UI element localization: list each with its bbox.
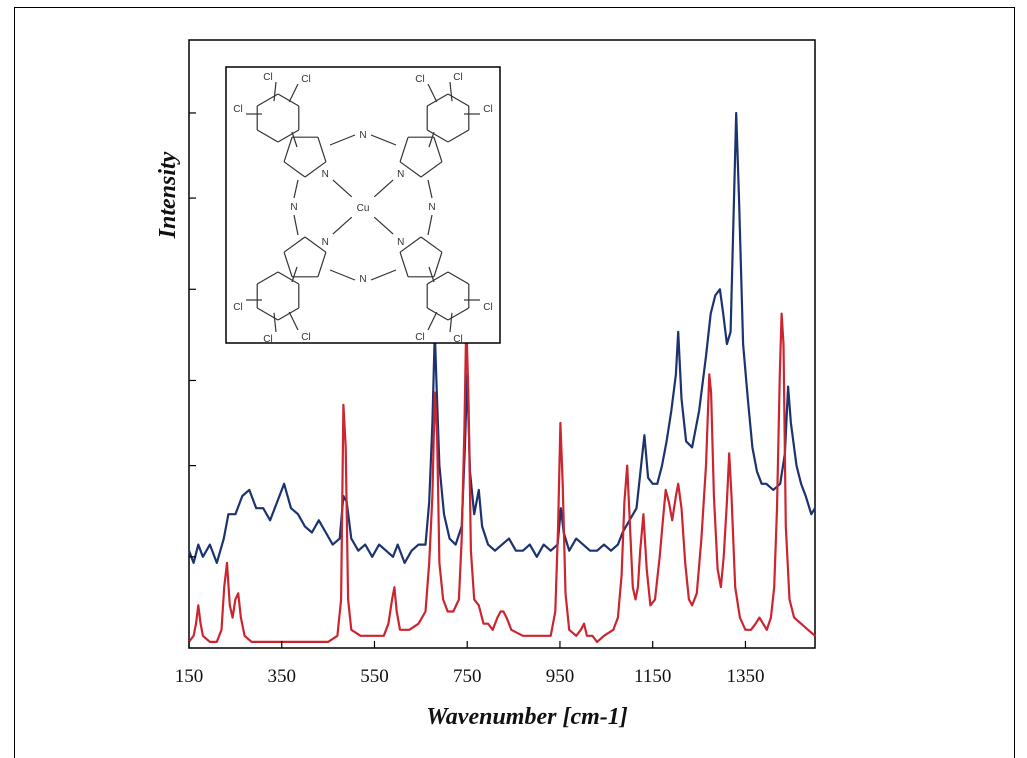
- pyrrole-bond: [420, 161, 443, 178]
- chlorine-4-1: Cl: [483, 302, 492, 313]
- benzene-bond: [426, 307, 449, 321]
- pyrrole-bond: [304, 236, 327, 253]
- pyrrole-bond: [283, 252, 293, 277]
- chlorine-3-1: Cl: [233, 302, 242, 313]
- pyrrole-bond: [283, 137, 293, 162]
- inset-border: [225, 66, 501, 344]
- plot-border: [188, 39, 816, 649]
- c-cl-bond: [449, 81, 453, 102]
- ring-fusion-bond: [291, 131, 298, 148]
- chlorine-4-2: Cl: [453, 334, 462, 345]
- plot-area: [188, 39, 816, 649]
- benzene-bond: [256, 271, 279, 285]
- bridge-bond: [329, 269, 356, 281]
- benzene-bond: [447, 271, 470, 285]
- bridge-nitrogen-top: N: [359, 130, 366, 141]
- cu-n-bond: [373, 179, 394, 198]
- benzene-bond: [277, 129, 300, 143]
- pyrrole-bond: [433, 137, 443, 162]
- pyrrole-bond: [420, 236, 443, 253]
- x-tick-label-550: 550: [360, 666, 389, 687]
- bridge-bond: [427, 214, 433, 236]
- bridge-nitrogen-right: N: [428, 202, 435, 213]
- axes: 150 350 550 750 950 1150 1350: [175, 112, 764, 687]
- pyrrole-bond: [304, 161, 327, 178]
- pyrrole-bond: [399, 137, 409, 162]
- cu-n-bond: [332, 216, 353, 235]
- benzene-bond: [277, 307, 300, 321]
- copper-atom: Cu: [357, 203, 370, 214]
- bridge-bond: [329, 134, 356, 146]
- benzene-bond: [277, 93, 300, 107]
- pyrrole-nitrogen-1: N: [322, 169, 329, 180]
- chlorine-2-1: Cl: [483, 104, 492, 115]
- bridge-nitrogen-left: N: [290, 202, 297, 213]
- pyrrole-bond: [399, 252, 409, 277]
- bridge-bond: [370, 269, 397, 281]
- series-layer: [187, 111, 816, 643]
- chlorine-1-1: Cl: [233, 104, 242, 115]
- bridge-bond: [370, 134, 397, 146]
- c-cl-bond: [427, 83, 438, 103]
- ring-fusion-bond: [428, 131, 435, 148]
- chlorine-3-3: Cl: [301, 332, 310, 343]
- series-line-2: [188, 312, 816, 643]
- benzene-bond: [277, 271, 300, 285]
- c-cl-bond: [427, 311, 438, 331]
- chlorine-1-3: Cl: [301, 74, 310, 85]
- cu-n-bond: [332, 179, 353, 198]
- pyrrole-bond: [317, 252, 327, 277]
- x-tick-label-350: 350: [267, 666, 296, 687]
- x-tick-label-750: 750: [453, 666, 482, 687]
- figure-frame: [14, 7, 1015, 758]
- pyrrole-nitrogen-2: N: [397, 169, 404, 180]
- y-axis-title: Intensity: [155, 151, 181, 239]
- c-cl-bond: [273, 81, 277, 102]
- pyrrole-bond: [317, 137, 327, 162]
- pyrrole-bond: [283, 161, 306, 178]
- c-cl-bond: [288, 311, 299, 331]
- bridge-bond: [427, 179, 433, 199]
- pyrrole-nitrogen-4: N: [397, 237, 404, 248]
- ring-fusion-bond: [428, 266, 435, 283]
- pyrrole-nitrogen-3: N: [322, 237, 329, 248]
- molecule-inset: N Cl Cl Cl N Cl Cl Cl N Cl Cl Cl N Cl Cl Cl N N N N Cu: [225, 66, 501, 345]
- ring-fusion-bond: [291, 266, 298, 283]
- series-line-1: [187, 111, 816, 564]
- x-tick-label-1150: 1150: [634, 666, 671, 687]
- chlorine-2-2: Cl: [453, 72, 462, 83]
- c-cl-bond: [449, 312, 453, 333]
- c-cl-bond: [288, 83, 299, 103]
- pyrrole-bond: [283, 236, 306, 253]
- c-cl-bond: [273, 312, 277, 333]
- x-tick-label-950: 950: [546, 666, 575, 687]
- cu-n-bond: [373, 216, 394, 235]
- pyrrole-bond: [399, 236, 422, 253]
- benzene-bond: [426, 93, 449, 107]
- chlorine-4-3: Cl: [415, 332, 424, 343]
- pyrrole-bond: [433, 252, 443, 277]
- benzene-bond: [447, 129, 470, 143]
- x-tick-label-1350: 1350: [726, 666, 764, 687]
- chlorine-2-3: Cl: [415, 74, 424, 85]
- benzene-bond: [426, 129, 449, 143]
- pyrrole-bond: [399, 161, 422, 178]
- x-tick-label-150: 150: [175, 666, 204, 687]
- benzene-bond: [256, 129, 279, 143]
- bridge-bond: [293, 214, 299, 236]
- x-axis-title: Wavenumber [cm-1]: [426, 704, 628, 730]
- bridge-nitrogen-bottom: N: [359, 274, 366, 285]
- chlorine-1-2: Cl: [263, 72, 272, 83]
- bridge-bond: [293, 179, 299, 199]
- chlorine-3-2: Cl: [263, 334, 272, 345]
- benzene-bond: [426, 271, 449, 285]
